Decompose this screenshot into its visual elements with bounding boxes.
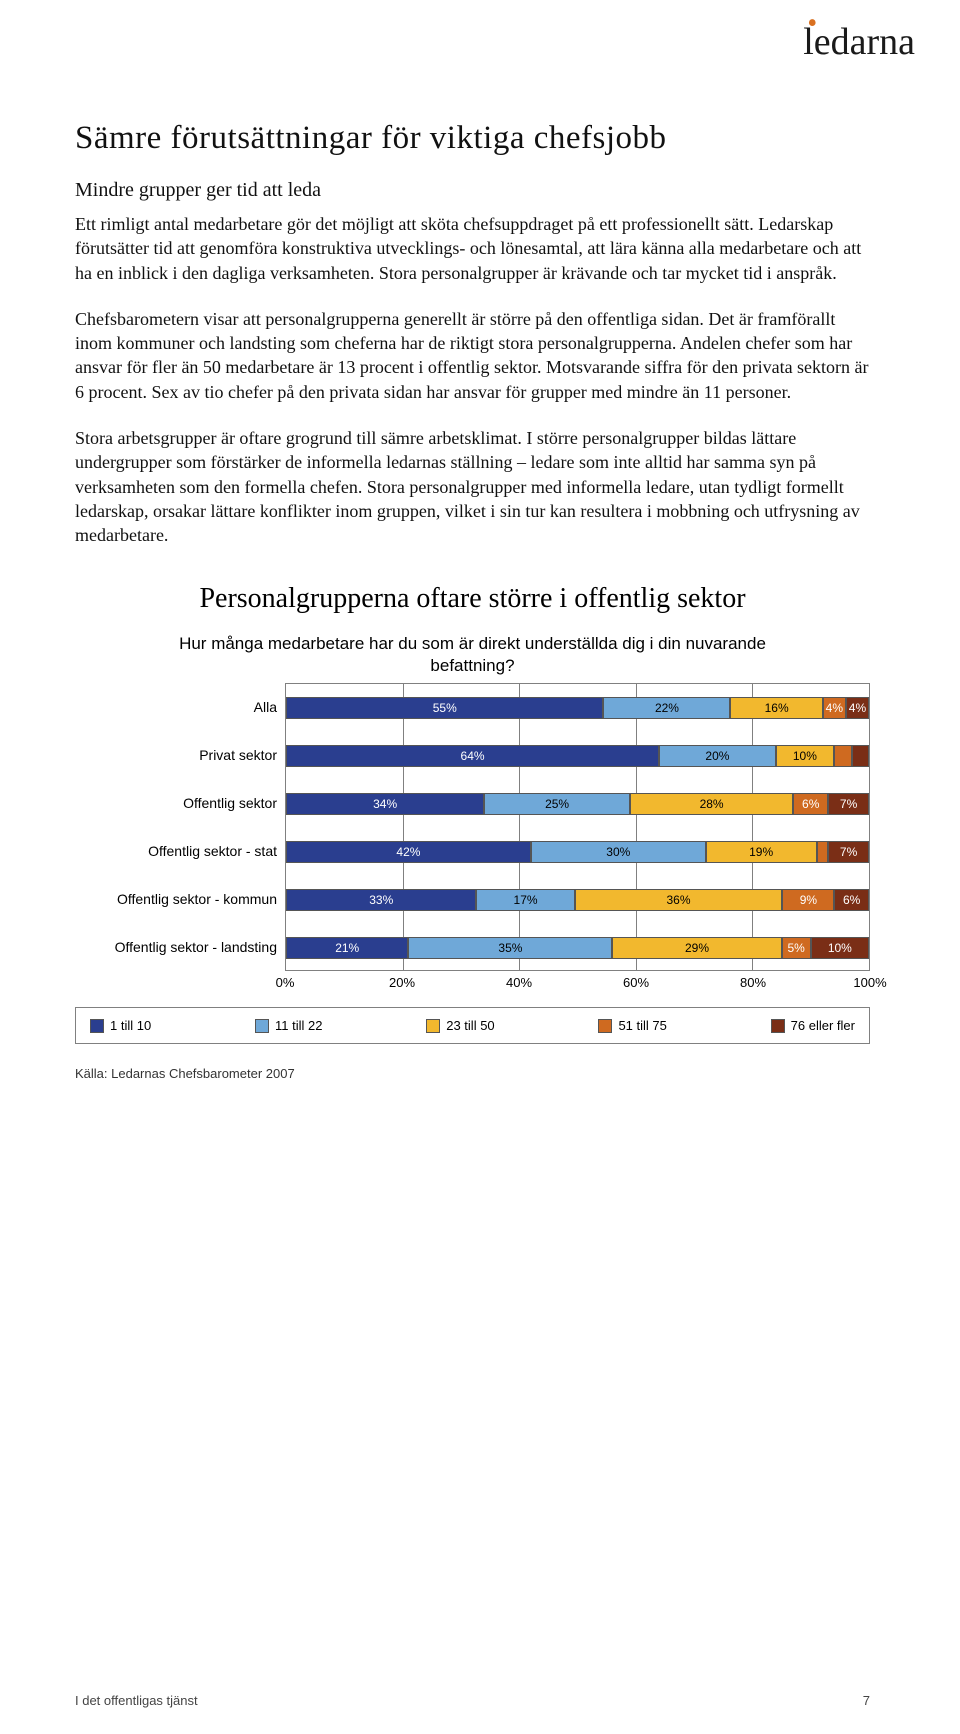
chart-bar-segment: [659, 745, 776, 767]
legend-item: 51 till 75: [598, 1018, 666, 1033]
legend-swatch: [90, 1019, 104, 1033]
chart-bar-segment: [828, 793, 869, 815]
chart-question: Hur många medarbetare har du som är dire…: [153, 633, 793, 677]
chart-bar-segment: [834, 745, 851, 767]
chart-title: Personalgrupperna oftare större i offent…: [75, 582, 870, 616]
chart-bar-segment: [575, 889, 783, 911]
chart-plot-area: 55%22%16%4%4%64%20%10%34%25%28%6%7%42%30…: [285, 683, 870, 971]
chart-x-tick: 20%: [389, 975, 415, 990]
chart-bar-segment: [846, 697, 869, 719]
footer-left: I det offentligas tjänst: [75, 1693, 198, 1708]
chart-x-axis: 0%20%40%60%80%100%: [285, 971, 870, 993]
chart-bar-segment: [630, 793, 793, 815]
chart-bar-segment: [286, 889, 476, 911]
chart-bar-segment: [793, 793, 828, 815]
legend-item: 76 eller fler: [771, 1018, 855, 1033]
chart-bar-segment: [782, 889, 834, 911]
chart-x-tick: 80%: [740, 975, 766, 990]
chart-bar-segment: [286, 697, 603, 719]
chart-bar-segment: [706, 841, 817, 863]
chart-category-label: Offentlig sektor - kommun: [75, 875, 285, 923]
chart-bar-segment: [823, 697, 846, 719]
chart-x-tick: 100%: [853, 975, 886, 990]
chart-bar-segment: [484, 793, 630, 815]
legend-label: 23 till 50: [446, 1018, 494, 1033]
chart-category-label: Offentlig sektor - landsting: [75, 923, 285, 971]
chart-bar-segment: [531, 841, 706, 863]
body-paragraph: Chefsbarometern visar att personalgruppe…: [75, 307, 870, 404]
page-title: Sämre förutsättningar för viktiga chefsj…: [75, 120, 870, 157]
chart-x-tick: 0%: [276, 975, 295, 990]
chart-y-labels: AllaPrivat sektorOffentlig sektorOffentl…: [75, 683, 285, 971]
legend-swatch: [426, 1019, 440, 1033]
legend-swatch: [598, 1019, 612, 1033]
chart-bar-segment: [476, 889, 574, 911]
footer-page-number: 7: [863, 1693, 870, 1708]
chart-bar-segment: [817, 841, 829, 863]
chart-bar-segment: [286, 841, 531, 863]
chart-legend: 1 till 10 11 till 22 23 till 50 51 till 75 7…: [75, 1007, 870, 1044]
chart-source: Källa: Ledarnas Chefsbarometer 2007: [75, 1066, 870, 1081]
chart-bar-segment: [834, 889, 869, 911]
legend-label: 11 till 22: [275, 1018, 322, 1033]
chart-bar-segment: [612, 937, 781, 959]
chart-bar-segment: [286, 793, 484, 815]
chart-x-tick: 40%: [506, 975, 532, 990]
chart-bar-segment: [408, 937, 612, 959]
chart-container: Hur många medarbetare har du som är dire…: [75, 633, 870, 1081]
page-footer: I det offentligas tjänst 7: [75, 1693, 870, 1708]
chart-category-label: Alla: [75, 683, 285, 731]
chart-bar-segment: [852, 745, 869, 767]
chart-bar-segment: [603, 697, 730, 719]
chart-category-label: Offentlig sektor: [75, 779, 285, 827]
chart-bar-segment: [782, 937, 811, 959]
chart-bar-segment: [828, 841, 869, 863]
legend-swatch: [771, 1019, 785, 1033]
chart-bar-segment: [286, 937, 408, 959]
chart-bar-segment: [811, 937, 869, 959]
legend-label: 51 till 75: [618, 1018, 666, 1033]
chart-category-label: Privat sektor: [75, 731, 285, 779]
legend-item: 11 till 22: [255, 1018, 322, 1033]
brand-logo: •ledarna: [793, 20, 915, 64]
section-subheading: Mindre grupper ger tid att leda: [75, 179, 870, 202]
legend-swatch: [255, 1019, 269, 1033]
chart-category-label: Offentlig sektor - stat: [75, 827, 285, 875]
legend-label: 76 eller fler: [791, 1018, 855, 1033]
chart-bar-segment: [286, 745, 659, 767]
chart-bar-segment: [776, 745, 834, 767]
legend-item: 1 till 10: [90, 1018, 151, 1033]
body-paragraph: Ett rimligt antal medarbetare gör det mö…: [75, 212, 870, 285]
body-paragraph: Stora arbetsgrupper är oftare grogrund t…: [75, 426, 870, 547]
chart-bar-segment: [730, 697, 822, 719]
legend-item: 23 till 50: [426, 1018, 494, 1033]
chart-x-tick: 60%: [623, 975, 649, 990]
legend-label: 1 till 10: [110, 1018, 151, 1033]
